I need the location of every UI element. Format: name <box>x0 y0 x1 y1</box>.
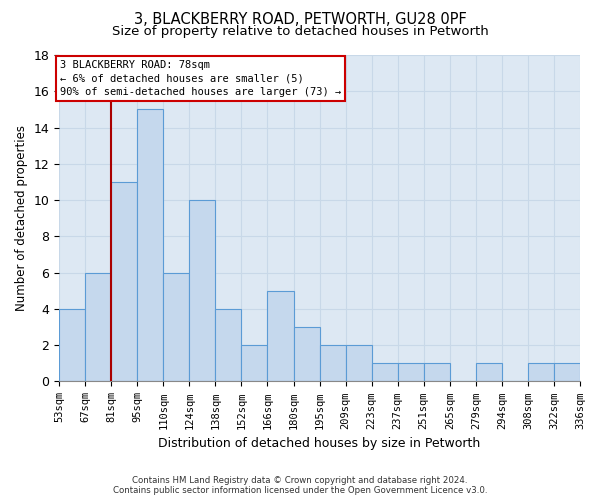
Bar <box>137 110 163 382</box>
Bar <box>346 345 371 382</box>
Bar <box>215 309 241 382</box>
Bar <box>59 309 85 382</box>
Bar <box>85 272 111 382</box>
Bar <box>111 182 137 382</box>
Text: Size of property relative to detached houses in Petworth: Size of property relative to detached ho… <box>112 25 488 38</box>
Text: Contains HM Land Registry data © Crown copyright and database right 2024.
Contai: Contains HM Land Registry data © Crown c… <box>113 476 487 495</box>
Bar <box>268 291 293 382</box>
Bar <box>398 364 424 382</box>
Text: 3 BLACKBERRY ROAD: 78sqm
← 6% of detached houses are smaller (5)
90% of semi-det: 3 BLACKBERRY ROAD: 78sqm ← 6% of detache… <box>59 60 341 97</box>
Bar <box>554 364 580 382</box>
Text: 3, BLACKBERRY ROAD, PETWORTH, GU28 0PF: 3, BLACKBERRY ROAD, PETWORTH, GU28 0PF <box>134 12 466 28</box>
Bar <box>320 345 346 382</box>
X-axis label: Distribution of detached houses by size in Petworth: Distribution of detached houses by size … <box>158 437 481 450</box>
Bar <box>241 345 268 382</box>
Y-axis label: Number of detached properties: Number of detached properties <box>15 125 28 311</box>
Bar <box>190 200 215 382</box>
Bar <box>476 364 502 382</box>
Bar <box>528 364 554 382</box>
Bar <box>293 327 320 382</box>
Bar <box>163 272 190 382</box>
Bar <box>371 364 398 382</box>
Bar <box>424 364 450 382</box>
